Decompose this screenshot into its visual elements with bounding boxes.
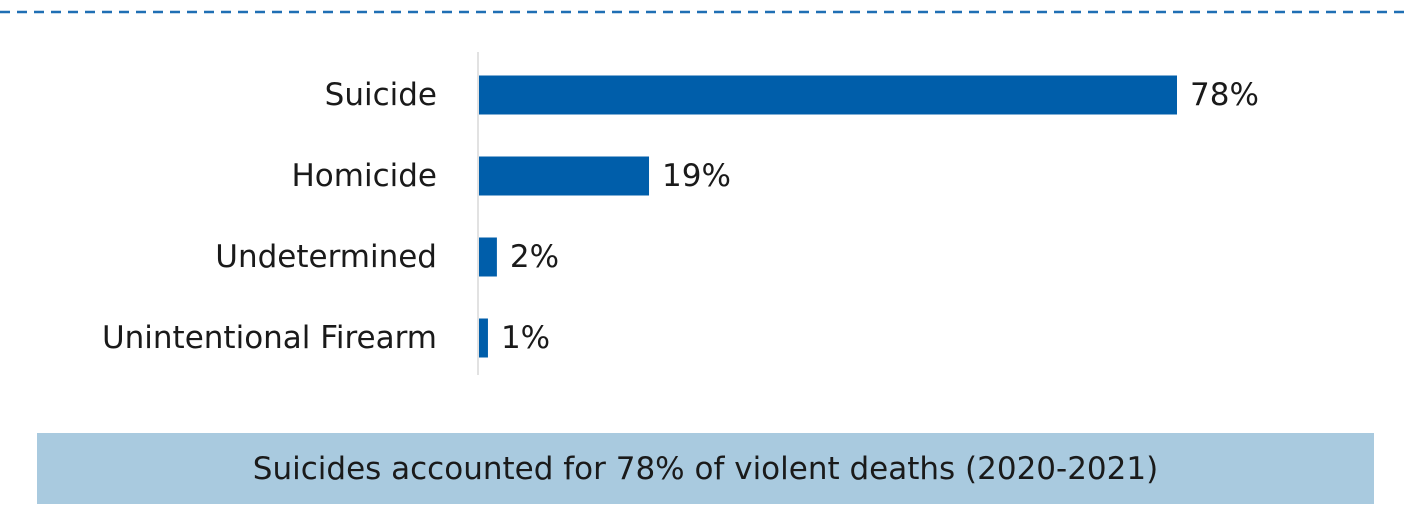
labels-layer: Suicide 78% Homicide 19% Undetermined 2% Unint… [102, 77, 1259, 356]
category-label-homicide: Homicide [292, 158, 438, 194]
bar-suicide [479, 75, 1177, 115]
bars-layer [479, 75, 1177, 358]
data-label-undetermined: 2% [510, 239, 559, 275]
caption-banner: Suicides accounted for 78% of violent de… [37, 433, 1374, 504]
bar-undetermined [479, 237, 497, 277]
data-label-homicide: 19% [662, 158, 731, 194]
bar-homicide [479, 156, 650, 196]
top-dashed-divider [0, 10, 1411, 14]
data-label-suicide: 78% [1190, 77, 1259, 113]
category-label-unintentional-firearm: Unintentional Firearm [102, 320, 437, 356]
category-label-suicide: Suicide [325, 77, 437, 113]
data-label-unintentional-firearm: 1% [501, 320, 550, 356]
caption-text: Suicides accounted for 78% of violent de… [252, 450, 1159, 487]
bar-chart: Suicide 78% Homicide 19% Undetermined 2% Unint… [102, 52, 1259, 375]
bar-unintentional-firearm [479, 318, 488, 358]
category-label-undetermined: Undetermined [215, 239, 437, 275]
